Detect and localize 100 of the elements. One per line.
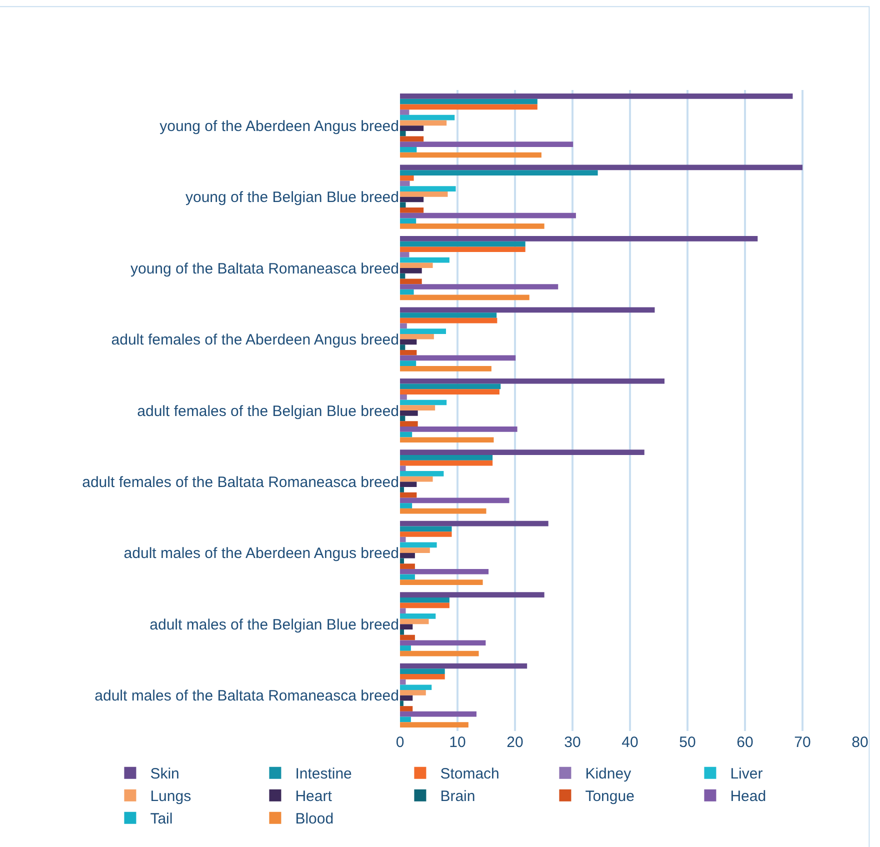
bar — [400, 146, 417, 152]
bar — [400, 634, 415, 640]
bar — [400, 552, 415, 558]
y-tick-label: adult females of the Belgian Blue breed — [137, 402, 399, 420]
bar — [400, 218, 416, 224]
legend-label: Head — [730, 788, 766, 806]
bar — [400, 212, 576, 218]
bar — [400, 186, 456, 192]
bar — [400, 455, 493, 460]
bar — [400, 471, 444, 476]
legend-label: Lungs — [150, 788, 192, 806]
bar — [400, 542, 437, 548]
bar — [400, 339, 417, 345]
bar — [400, 492, 417, 498]
bar — [400, 224, 544, 229]
legend-label: Intestine — [295, 766, 352, 783]
bar — [400, 208, 424, 213]
bar — [400, 650, 479, 656]
bar — [400, 180, 410, 186]
y-tick-label: adult males of the Baltata Romaneasca breed — [94, 688, 399, 705]
bar — [400, 400, 447, 406]
bar — [400, 114, 455, 120]
bar — [400, 318, 498, 324]
bar — [400, 646, 411, 651]
bar — [400, 175, 414, 181]
bar — [400, 548, 430, 553]
bar — [400, 426, 518, 432]
bar — [400, 307, 655, 313]
bar — [400, 592, 544, 598]
bar — [400, 191, 448, 197]
y-tick-label: young of the Belgian Blue breed — [186, 189, 399, 206]
bar — [400, 94, 793, 99]
bar — [400, 334, 434, 340]
bar — [400, 142, 574, 147]
bar — [400, 700, 404, 706]
bar — [400, 262, 433, 268]
legend-label: Skin — [150, 766, 180, 783]
x-tick-label: 0 — [396, 734, 404, 751]
bar — [400, 487, 404, 492]
bar — [400, 630, 404, 635]
legend-label: Brain — [440, 788, 476, 806]
bar — [400, 690, 426, 696]
x-tick-label: 50 — [679, 734, 696, 751]
bar — [400, 618, 429, 624]
bar — [400, 170, 598, 176]
bar — [400, 246, 526, 252]
bar — [400, 597, 450, 603]
bar — [400, 289, 414, 295]
y-tick-label: young of the Aberdeen Angus breed — [160, 118, 399, 135]
bar — [400, 608, 406, 614]
bar — [400, 722, 468, 728]
bar — [400, 482, 417, 488]
bar — [400, 273, 406, 279]
bar — [400, 450, 644, 456]
bar — [400, 476, 433, 482]
bar — [400, 110, 410, 115]
x-tick-label: 20 — [506, 734, 524, 751]
bar — [400, 136, 424, 142]
bar — [400, 355, 516, 361]
bar — [400, 257, 450, 263]
x-tick-label: 70 — [794, 734, 811, 751]
bar — [400, 312, 497, 318]
bar — [400, 421, 418, 427]
bar — [400, 378, 664, 384]
y-tick-label: adult females of the Baltata Romaneasca breed — [82, 474, 399, 491]
bar — [400, 241, 526, 247]
legend-label: Tail — [150, 810, 173, 828]
bar — [400, 679, 406, 685]
bar — [400, 532, 452, 537]
bar — [400, 674, 445, 680]
bar — [400, 684, 432, 690]
bar — [400, 284, 558, 290]
x-tick-label: 60 — [736, 734, 754, 751]
bar — [400, 574, 415, 580]
legend-label: Heart — [295, 788, 333, 806]
bar — [400, 602, 450, 608]
bar — [400, 130, 406, 136]
bar — [400, 508, 486, 514]
bar — [400, 613, 436, 619]
bar — [400, 668, 445, 674]
bar — [400, 503, 412, 508]
bar — [400, 278, 422, 284]
bar — [400, 536, 406, 542]
y-tick-label: adult females of the Aberdeen Angus breed — [111, 332, 399, 349]
bar — [400, 350, 417, 356]
x-tick-label: 80 — [852, 734, 868, 751]
y-tick-label: adult males of the Aberdeen Angus breed — [124, 545, 399, 562]
bar — [400, 466, 406, 472]
bar — [400, 640, 486, 646]
bar — [400, 120, 447, 126]
bar — [400, 104, 538, 110]
bar — [400, 695, 413, 701]
bar — [400, 268, 422, 274]
legend-label: Stomach — [440, 766, 500, 783]
bar — [400, 580, 483, 585]
bar — [400, 432, 412, 438]
bar — [400, 624, 413, 630]
bar — [400, 498, 510, 504]
bar — [400, 366, 492, 372]
bar — [400, 328, 446, 334]
